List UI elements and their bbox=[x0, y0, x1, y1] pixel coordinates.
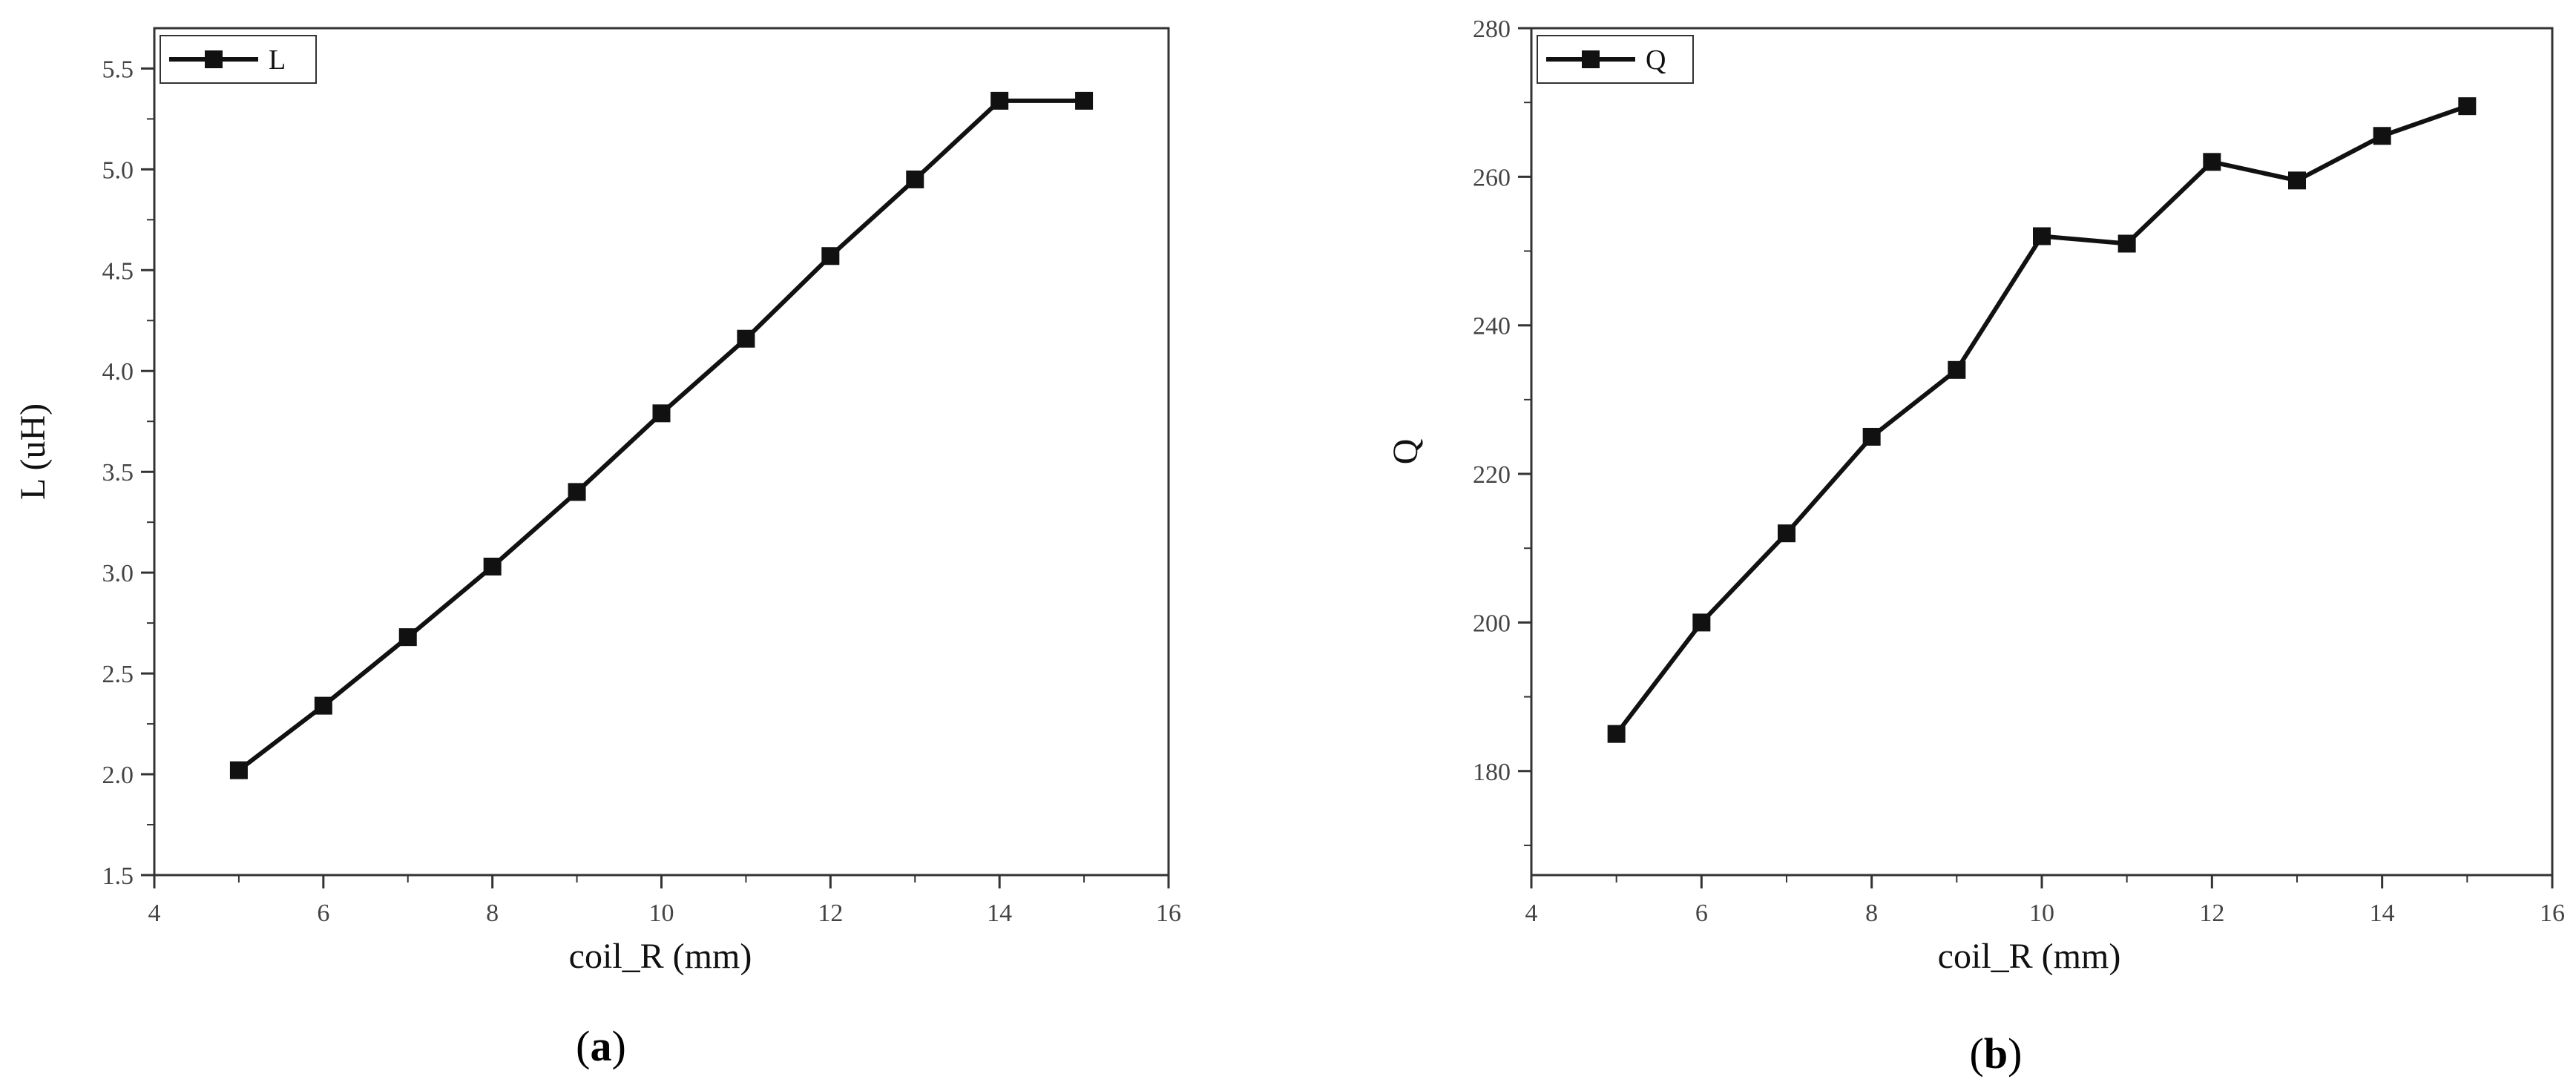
axis-ticks-b: 4 6 8 10 12 14 16 180 200 220 240 260 280 bbox=[1473, 16, 2565, 927]
panel-label-a: (a) bbox=[576, 1022, 626, 1070]
x-tick-label: 12 bbox=[2199, 900, 2224, 927]
legend-label-a: L bbox=[269, 44, 286, 76]
y-tick-label: 3.0 bbox=[102, 560, 134, 587]
data-point bbox=[229, 761, 248, 779]
y-tick-label: 280 bbox=[1473, 16, 1511, 43]
series-layer-b bbox=[1607, 97, 2477, 743]
panel-label-close-paren: ) bbox=[612, 1022, 626, 1070]
y-tick-label: 240 bbox=[1473, 313, 1511, 340]
data-point bbox=[483, 557, 502, 575]
x-tick-label: 10 bbox=[649, 900, 674, 927]
x-tick-label: 12 bbox=[818, 900, 843, 927]
data-point bbox=[1862, 427, 1881, 446]
data-point bbox=[1778, 524, 1795, 543]
x-axis-title-a: coil_R (mm) bbox=[569, 937, 752, 976]
panel-label-letter: a bbox=[591, 1022, 612, 1070]
legend-label-b: Q bbox=[1646, 44, 1666, 76]
data-point bbox=[1948, 360, 1966, 379]
x-tick-label: 16 bbox=[2540, 900, 2565, 927]
y-tick-label: 200 bbox=[1473, 610, 1511, 637]
y-tick-label: 4.5 bbox=[102, 257, 134, 285]
data-point bbox=[737, 329, 755, 348]
y-tick-label: 260 bbox=[1473, 164, 1511, 191]
x-tick-label: 6 bbox=[317, 900, 329, 927]
data-point bbox=[1075, 91, 1094, 110]
y-tick-label: 180 bbox=[1473, 759, 1511, 786]
data-point bbox=[2033, 227, 2051, 245]
x-tick-label: 14 bbox=[2370, 900, 2395, 927]
data-point bbox=[2288, 171, 2306, 190]
series-layer-a bbox=[229, 91, 1094, 779]
data-point bbox=[652, 404, 671, 423]
x-tick-label: 8 bbox=[486, 900, 499, 927]
legend-a: L bbox=[160, 35, 317, 84]
x-tick-label: 14 bbox=[987, 900, 1012, 927]
legend-b: Q bbox=[1537, 35, 1694, 84]
data-point bbox=[314, 696, 332, 715]
series-line bbox=[237, 98, 1085, 772]
data-point bbox=[2203, 153, 2221, 171]
y-tick-label: 3.5 bbox=[102, 459, 134, 486]
y-tick-label: 220 bbox=[1473, 461, 1511, 489]
data-point bbox=[1692, 613, 1711, 632]
y-tick-label: 5.0 bbox=[102, 156, 134, 184]
y-tick-label: 4.0 bbox=[102, 358, 134, 386]
y-tick-label: 2.0 bbox=[102, 762, 134, 789]
y-axis-title-b: Q bbox=[1386, 439, 1425, 465]
x-tick-label: 10 bbox=[2029, 900, 2054, 927]
data-point bbox=[2373, 127, 2391, 145]
y-axis-title-a: L (uH) bbox=[13, 403, 53, 500]
chart-panel-b: 4 6 8 10 12 14 16 180 200 220 240 260 280 Q coil_R (… bbox=[1386, 16, 2565, 1078]
y-tick-label: 2.5 bbox=[102, 661, 134, 688]
panel-label-close-paren: ) bbox=[2008, 1029, 2022, 1078]
data-point bbox=[568, 483, 586, 501]
panel-label-open-paren: ( bbox=[1970, 1029, 1984, 1078]
axis-ticks-a: 4 6 8 10 12 14 16 1.5 2.0 2.5 3.0 3.5 4.0 4.5 5.0 5.5 bbox=[102, 56, 1182, 927]
data-point bbox=[398, 628, 417, 647]
legend-marker-b bbox=[1582, 50, 1600, 68]
data-point bbox=[821, 247, 840, 265]
x-tick-label: 6 bbox=[1695, 900, 1708, 927]
y-tick-label: 1.5 bbox=[102, 862, 134, 890]
chart-panel-a: 4 6 8 10 12 14 16 1.5 2.0 2.5 3.0 3.5 4.0 4.5 5.0 5.5 L… bbox=[13, 27, 1182, 1070]
panel-label-b: (b) bbox=[1970, 1029, 2023, 1078]
y-tick-label: 5.5 bbox=[102, 56, 134, 83]
data-point bbox=[2458, 97, 2477, 116]
x-axis-title-b: coil_R (mm) bbox=[1938, 937, 2121, 976]
data-point bbox=[2117, 234, 2136, 253]
data-point bbox=[1607, 725, 1626, 743]
x-tick-label: 4 bbox=[1525, 900, 1538, 927]
data-point bbox=[906, 170, 924, 188]
panel-label-letter: b bbox=[1984, 1029, 2008, 1078]
x-tick-label: 8 bbox=[1865, 900, 1878, 927]
panel-label-open-paren: ( bbox=[576, 1022, 590, 1070]
x-tick-label: 16 bbox=[1156, 900, 1181, 927]
x-tick-label: 4 bbox=[148, 900, 161, 927]
plot-frame-a bbox=[153, 27, 1170, 877]
plot-frame-b bbox=[1530, 27, 2554, 877]
legend-marker-a bbox=[205, 50, 223, 68]
series-line bbox=[1614, 104, 2468, 736]
data-point bbox=[990, 91, 1009, 110]
